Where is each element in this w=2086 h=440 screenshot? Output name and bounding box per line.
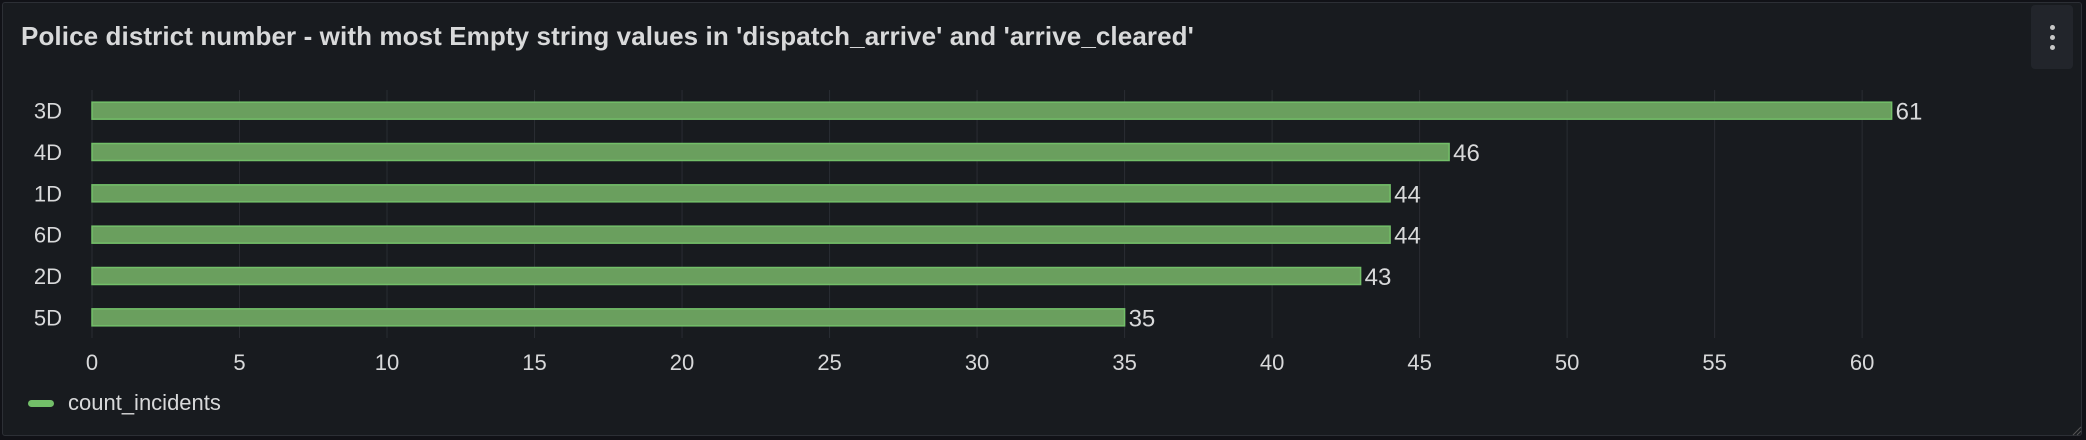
y-tick-label: 1D [34,181,62,206]
x-tick-label: 55 [1702,350,1726,375]
y-tick-label: 2D [34,264,62,289]
x-tick-label: 0 [86,350,98,375]
x-tick-label: 45 [1407,350,1431,375]
y-tick-label: 4D [34,140,62,165]
bar [91,225,1391,244]
bar [91,308,1126,327]
y-tick-label: 3D [34,99,62,124]
x-tick-label: 35 [1112,350,1136,375]
x-tick-label: 40 [1260,350,1284,375]
x-tick-label: 5 [233,350,245,375]
legend[interactable]: count_incidents [28,390,221,416]
x-tick-label: 50 [1555,350,1579,375]
bar [91,266,1362,286]
bar-value-label: 43 [1365,264,1392,291]
x-tick-label: 10 [375,350,399,375]
panel-menu-button[interactable] [2031,5,2073,69]
legend-label: count_incidents [68,390,221,415]
x-tick-label: 15 [522,350,546,375]
x-tick-label: 30 [965,350,989,375]
bar-value-label: 44 [1394,181,1421,208]
vertical-ellipsis-icon-dot [2049,44,2055,50]
bar-value-label: 44 [1394,223,1421,250]
vertical-ellipsis-icon-dot [2049,34,2055,40]
x-tick-label: 60 [1850,350,1874,375]
x-tick-label: 25 [817,350,841,375]
y-tick-label: 5D [34,305,62,330]
bar-value-label: 46 [1453,140,1480,167]
legend-swatch [28,399,54,407]
vertical-ellipsis-icon [2049,24,2055,30]
bar [91,142,1450,162]
resize-handle-icon[interactable] [2070,424,2082,436]
y-tick-label: 6D [34,223,62,248]
bar [91,184,1391,203]
bar-value-label: 35 [1129,305,1156,332]
bar [91,101,1893,120]
bar-value-label: 61 [1896,99,1923,126]
x-tick-label: 20 [670,350,694,375]
panel-title: Police district number - with most Empty… [21,21,1194,51]
